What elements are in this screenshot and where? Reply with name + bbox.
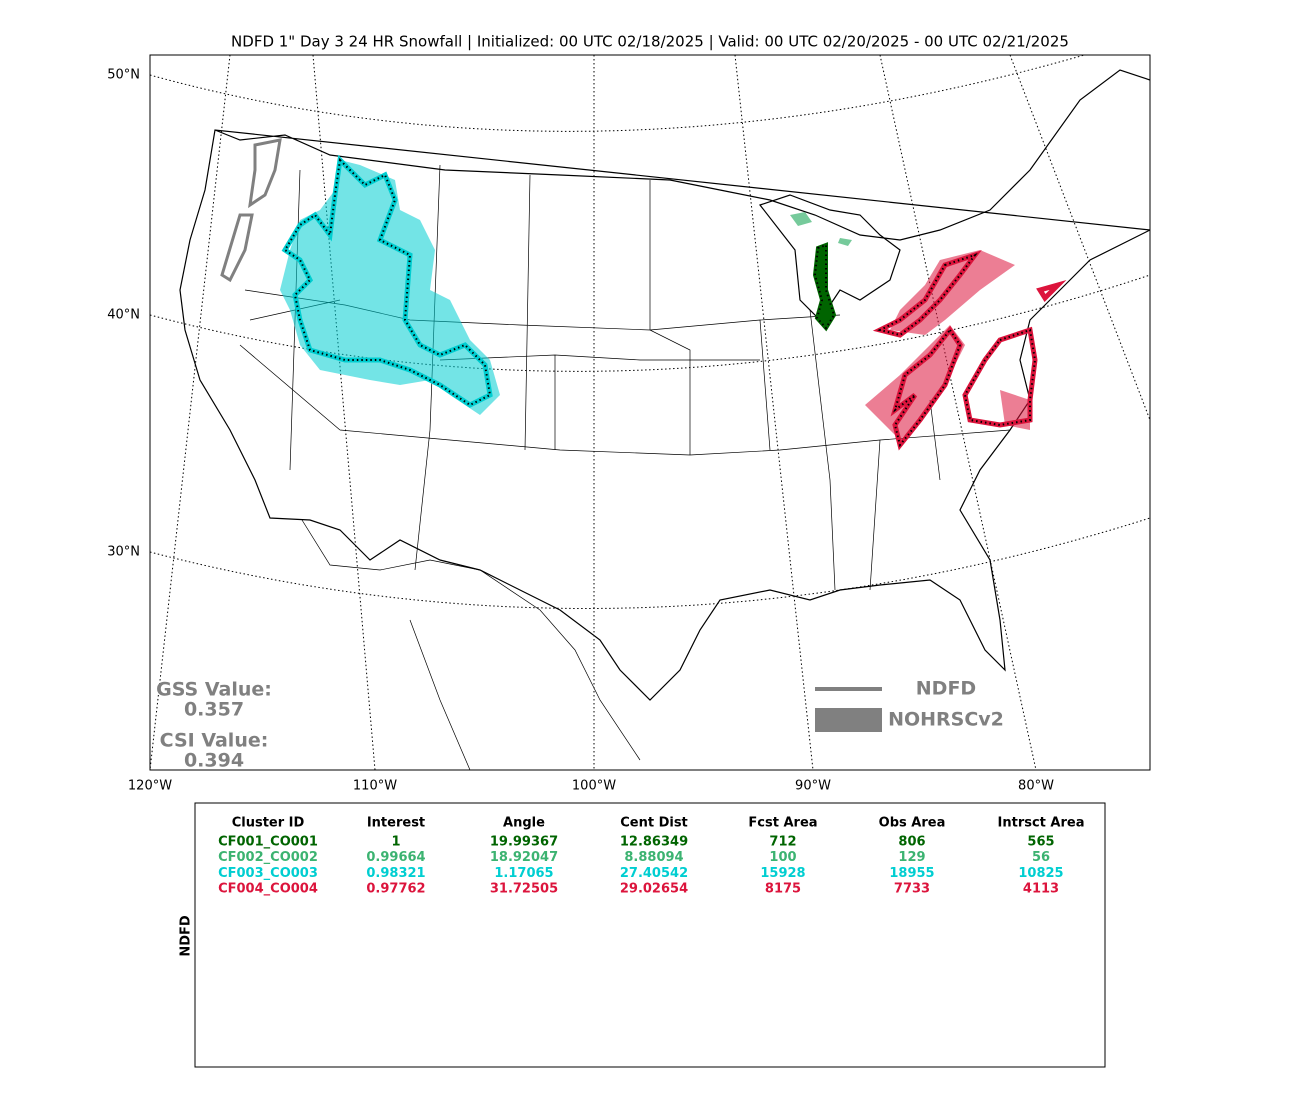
great-lakes (759, 194, 901, 321)
table-cell: 1.17065 (494, 866, 553, 881)
table-cell: 8175 (765, 882, 801, 897)
table-cell: 1 (391, 835, 400, 850)
legend-label: NOHRSCv2 (888, 709, 1004, 731)
table-cell: 8.88094 (624, 850, 683, 865)
lon-label: 100°W (572, 779, 616, 794)
table-cell: 10825 (1018, 866, 1063, 881)
table-cell: 565 (1027, 835, 1054, 850)
map-frame (149, 54, 1151, 771)
header-cell: Fcst Area (748, 816, 817, 831)
fcst-dots (283, 157, 492, 407)
table-cell: 29.02654 (620, 882, 688, 897)
lon-label: 120°W (128, 779, 172, 794)
ndfd-outline-gray (220, 138, 282, 283)
lon-label: 90°W (795, 779, 831, 794)
table-cell: CF004_CO004 (218, 882, 318, 897)
table-cell: 7733 (894, 882, 930, 897)
lat-labels: 50°N 40°N 30°N (107, 68, 140, 560)
lat-label: 30°N (107, 545, 140, 560)
legend-label: NDFD (916, 678, 976, 700)
meridian (1009, 55, 1150, 421)
table-cell: 100 (769, 850, 796, 865)
fcst-outline-crimson (872, 250, 1067, 451)
table-cell: 18955 (889, 866, 934, 881)
table-frame (194, 802, 1106, 1068)
obs-region-crimson (865, 250, 1030, 440)
stats-table: NDFD Cluster ID Interest Angle Cent Dist Fcs… (179, 802, 1106, 1068)
table-cell: 27.40542 (620, 866, 688, 881)
table-cell: 19.99367 (490, 835, 558, 850)
legend-swatch (815, 708, 882, 732)
table-cell: 31.72505 (490, 882, 558, 897)
lon-labels: 120°W 110°W 100°W 90°W 80°W (128, 779, 1054, 794)
table-cell: CF002_CO002 (218, 850, 318, 865)
title: NDFD 1" Day 3 24 HR Snowfall | Initializ… (231, 33, 1069, 51)
gss-value: 0.357 (184, 699, 244, 721)
lat-label: 50°N (107, 68, 140, 83)
table-cell: 129 (898, 850, 925, 865)
header-cell: Cluster ID (232, 816, 305, 831)
parallel (150, 274, 1150, 372)
table-cell: CF003_CO003 (218, 866, 318, 881)
table-cell: 806 (898, 835, 925, 850)
table-cell: 12.86349 (620, 835, 688, 850)
table-cell: 0.99664 (366, 850, 425, 865)
table-cell: 712 (769, 835, 796, 850)
table-cell: 56 (1032, 850, 1050, 865)
csi-label: CSI Value: (160, 730, 269, 752)
csi-value: 0.394 (184, 750, 244, 772)
mexico-borders (301, 519, 641, 770)
table-cell: 18.92047 (490, 850, 558, 865)
header-cell: Intrsct Area (998, 816, 1085, 831)
table-cell: 4113 (1023, 882, 1059, 897)
table-cell: 0.97762 (366, 882, 425, 897)
scores: GSS Value: 0.357 CSI Value: 0.394 (156, 679, 272, 772)
header-cell: Obs Area (879, 816, 946, 831)
table-cell: 15928 (760, 866, 805, 881)
lon-label: 110°W (353, 779, 397, 794)
header-cell: Cent Dist (620, 816, 688, 831)
legend: NDFD NOHRSCv2 (815, 678, 1004, 732)
obs-region-seagreen (790, 212, 852, 246)
coastline (179, 69, 1150, 701)
table-side-label: NDFD (179, 915, 194, 957)
gss-label: GSS Value: (156, 679, 272, 701)
map: 50°N 40°N 30°N 120°W 110°W 100°W 90°W 80°W GSS… (107, 54, 1151, 794)
table-cell: 0.98321 (366, 866, 425, 881)
header-cell: Interest (367, 816, 425, 831)
fcst-dots (813, 243, 836, 330)
lon-label: 80°W (1018, 779, 1054, 794)
lat-label: 40°N (107, 308, 140, 323)
table-cell: CF001_CO001 (218, 835, 318, 850)
header-cell: Angle (503, 816, 545, 831)
